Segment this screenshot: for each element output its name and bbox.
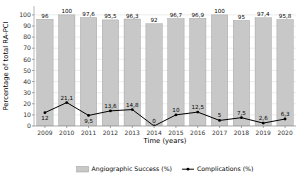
- bar-label: 96,3: [126, 13, 139, 19]
- bar-label: 100: [214, 8, 225, 14]
- line-label: 0: [152, 118, 156, 124]
- data-labels: 9610097,695,596,39296,796,91009597,495,8…: [41, 8, 291, 124]
- bar-label: 92: [151, 17, 158, 23]
- bar: [255, 18, 271, 126]
- bar: [233, 20, 249, 126]
- y-tick-label: 20: [23, 100, 31, 107]
- x-tick-label: 2015: [168, 129, 183, 136]
- bar-label: 95: [238, 14, 246, 20]
- line-marker: [262, 122, 265, 125]
- bar-label: 95,8: [279, 13, 292, 19]
- y-tick-label: 10: [23, 111, 31, 118]
- line-label: 9,5: [84, 118, 93, 124]
- x-tick-label: 2014: [146, 129, 161, 136]
- line-marker: [131, 108, 134, 111]
- bar-label: 96,7: [170, 12, 183, 18]
- bar-label: 96: [41, 13, 49, 19]
- plot-area: [37, 15, 294, 126]
- line-marker: [240, 116, 243, 119]
- chart: 01020304050607080901009610097,695,596,39…: [0, 0, 300, 181]
- line-label: 12,5: [192, 104, 205, 110]
- line-label: 6,3: [281, 111, 290, 117]
- bar-label: 96,9: [192, 12, 205, 18]
- bar: [190, 18, 206, 126]
- x-tick-label: 2010: [59, 129, 74, 136]
- x-tick-label: 2012: [103, 129, 118, 136]
- legend-marker: [187, 168, 190, 171]
- line-label: 14,8: [126, 102, 139, 108]
- line-label: 2,6: [259, 115, 268, 121]
- y-tick-label: 40: [23, 78, 31, 85]
- line-label: 13,6: [104, 103, 117, 109]
- y-tick-label: 0: [27, 122, 31, 129]
- legend: Angiographic Success (%) Complications (%…: [77, 165, 254, 173]
- bar-label: 100: [61, 8, 72, 14]
- line-marker: [218, 119, 221, 122]
- x-tick-label: 2016: [190, 129, 205, 136]
- line-label: 10: [172, 107, 180, 113]
- line-label: 21,1: [61, 95, 74, 101]
- line-marker: [44, 111, 47, 114]
- x-tick-label: 2009: [37, 129, 52, 136]
- line-marker: [87, 114, 90, 117]
- bar: [146, 24, 162, 126]
- bar: [211, 15, 227, 126]
- legend-swatch: [182, 169, 194, 170]
- x-axis: [34, 126, 296, 127]
- x-tick-label: 2011: [81, 129, 96, 136]
- legend-label: Angiographic Success (%): [92, 165, 172, 173]
- x-tick-label: 2013: [125, 129, 140, 136]
- x-tick-label: 2020: [277, 129, 292, 136]
- bar: [277, 20, 293, 126]
- line-marker: [284, 118, 287, 121]
- line-marker: [196, 111, 199, 114]
- y-axis-label: Percentage of total RA-PCI: [2, 21, 10, 110]
- x-tick-label: 2017: [212, 129, 227, 136]
- legend-label: Complications (%): [197, 165, 253, 173]
- legend-item: Angiographic Success (%): [77, 165, 172, 173]
- line: [45, 103, 285, 126]
- line-marker: [65, 101, 68, 104]
- x-axis-label: Time (years): [143, 137, 187, 145]
- legend-item: Complications (%): [182, 165, 253, 173]
- y-tick-label: 30: [23, 89, 31, 96]
- line-label: 7,5: [237, 110, 246, 116]
- y-tick-label: 60: [23, 56, 31, 63]
- bar: [168, 19, 184, 126]
- y-tick-label: 100: [19, 11, 31, 18]
- y-tick-label: 50: [23, 67, 31, 74]
- line-label: 12: [41, 115, 48, 121]
- bar-label: 97,4: [257, 11, 270, 17]
- x-tick-label: 2019: [256, 129, 271, 136]
- y-tick-label: 70: [23, 44, 31, 51]
- legend-swatch: [77, 167, 89, 173]
- line-marker: [175, 113, 178, 116]
- x-tick-label: 2018: [234, 129, 249, 136]
- bar-label: 97,6: [82, 11, 95, 17]
- bar: [59, 15, 75, 126]
- bar-label: 95,5: [104, 13, 117, 19]
- line-label: 5: [218, 112, 222, 118]
- bar: [80, 18, 96, 126]
- y-axis: [34, 6, 35, 126]
- y-tick-label: 80: [23, 33, 31, 40]
- y-tick-label: 90: [23, 22, 31, 29]
- line-marker: [109, 109, 112, 112]
